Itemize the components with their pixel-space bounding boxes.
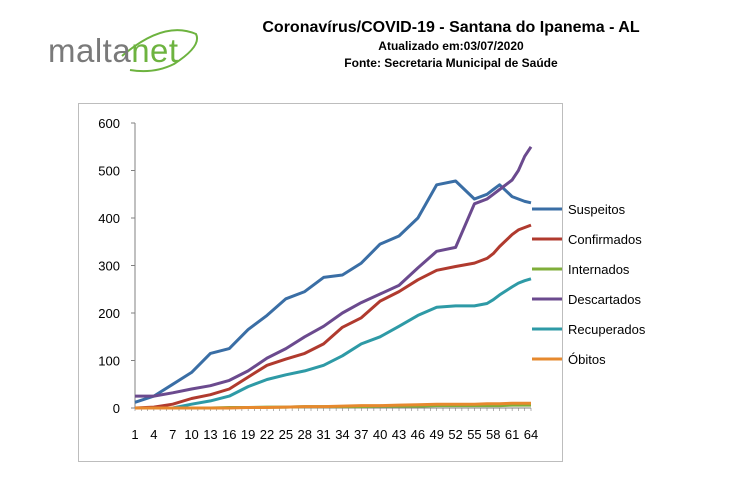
updated-date: Atualizado em:03/07/2020 [378, 39, 524, 53]
series-line-confirmados [134, 223, 532, 410]
chart-header: Coronavírus/COVID-19 - Santana do Ipanem… [206, 18, 696, 72]
y-tick-label: 0 [113, 401, 120, 416]
legend-label-recuperados: Recuperados [568, 322, 646, 337]
x-tick-label: 46 [411, 427, 425, 442]
x-tick-label: 34 [335, 427, 349, 442]
page-title: Coronavírus/COVID-19 - Santana do Ipanem… [262, 19, 640, 36]
y-tick-label: 300 [98, 259, 120, 274]
x-tick-label: 1 [131, 427, 138, 442]
data-source: Fonte: Secretaria Municipal de Saúde [344, 56, 558, 70]
x-tick-label: 31 [316, 427, 330, 442]
y-tick-label: 100 [98, 354, 120, 369]
series-line-recuperados [135, 277, 532, 410]
x-tick-label: 40 [373, 427, 387, 442]
logo-net-text: net [131, 32, 179, 69]
legend-label-confirmados: Confirmados [568, 232, 642, 247]
series-line-descartados [135, 145, 533, 398]
x-tick-label: 28 [297, 427, 311, 442]
legend-label-descartados: Descartados [568, 292, 641, 307]
x-tick-label: 19 [241, 427, 255, 442]
legend-label--bitos: Óbitos [568, 352, 606, 367]
x-tick-label: 13 [203, 427, 217, 442]
legend-label-internados: Internados [568, 262, 630, 277]
x-tick-label: 49 [429, 427, 443, 442]
series-line--bitos [135, 401, 531, 410]
x-tick-label: 22 [260, 427, 274, 442]
x-tick-label: 4 [150, 427, 157, 442]
x-tick-label: 61 [505, 427, 519, 442]
series-line-suspeitos [134, 179, 532, 404]
y-tick-label: 600 [98, 116, 120, 131]
x-tick-label: 10 [184, 427, 198, 442]
logo-swoosh-icon [121, 29, 198, 73]
x-tick-label: 58 [486, 427, 500, 442]
x-tick-label: 37 [354, 427, 368, 442]
x-tick-label: 25 [279, 427, 293, 442]
x-tick-label: 64 [524, 427, 538, 442]
y-tick-label: 200 [98, 306, 120, 321]
x-tick-label: 52 [448, 427, 462, 442]
logo-malta-text: malta [48, 32, 132, 69]
x-tick-label: 43 [392, 427, 406, 442]
logo-wordmark: maltanet [48, 32, 179, 70]
maltanet-logo: maltanet [44, 26, 204, 74]
x-tick-label: 7 [169, 427, 176, 442]
legend-label-suspeitos: Suspeitos [568, 202, 626, 217]
x-tick-label: 16 [222, 427, 236, 442]
x-tick-label: 55 [467, 427, 481, 442]
y-tick-label: 500 [98, 164, 120, 179]
chart-frame [78, 103, 563, 462]
y-tick-label: 400 [98, 211, 120, 226]
